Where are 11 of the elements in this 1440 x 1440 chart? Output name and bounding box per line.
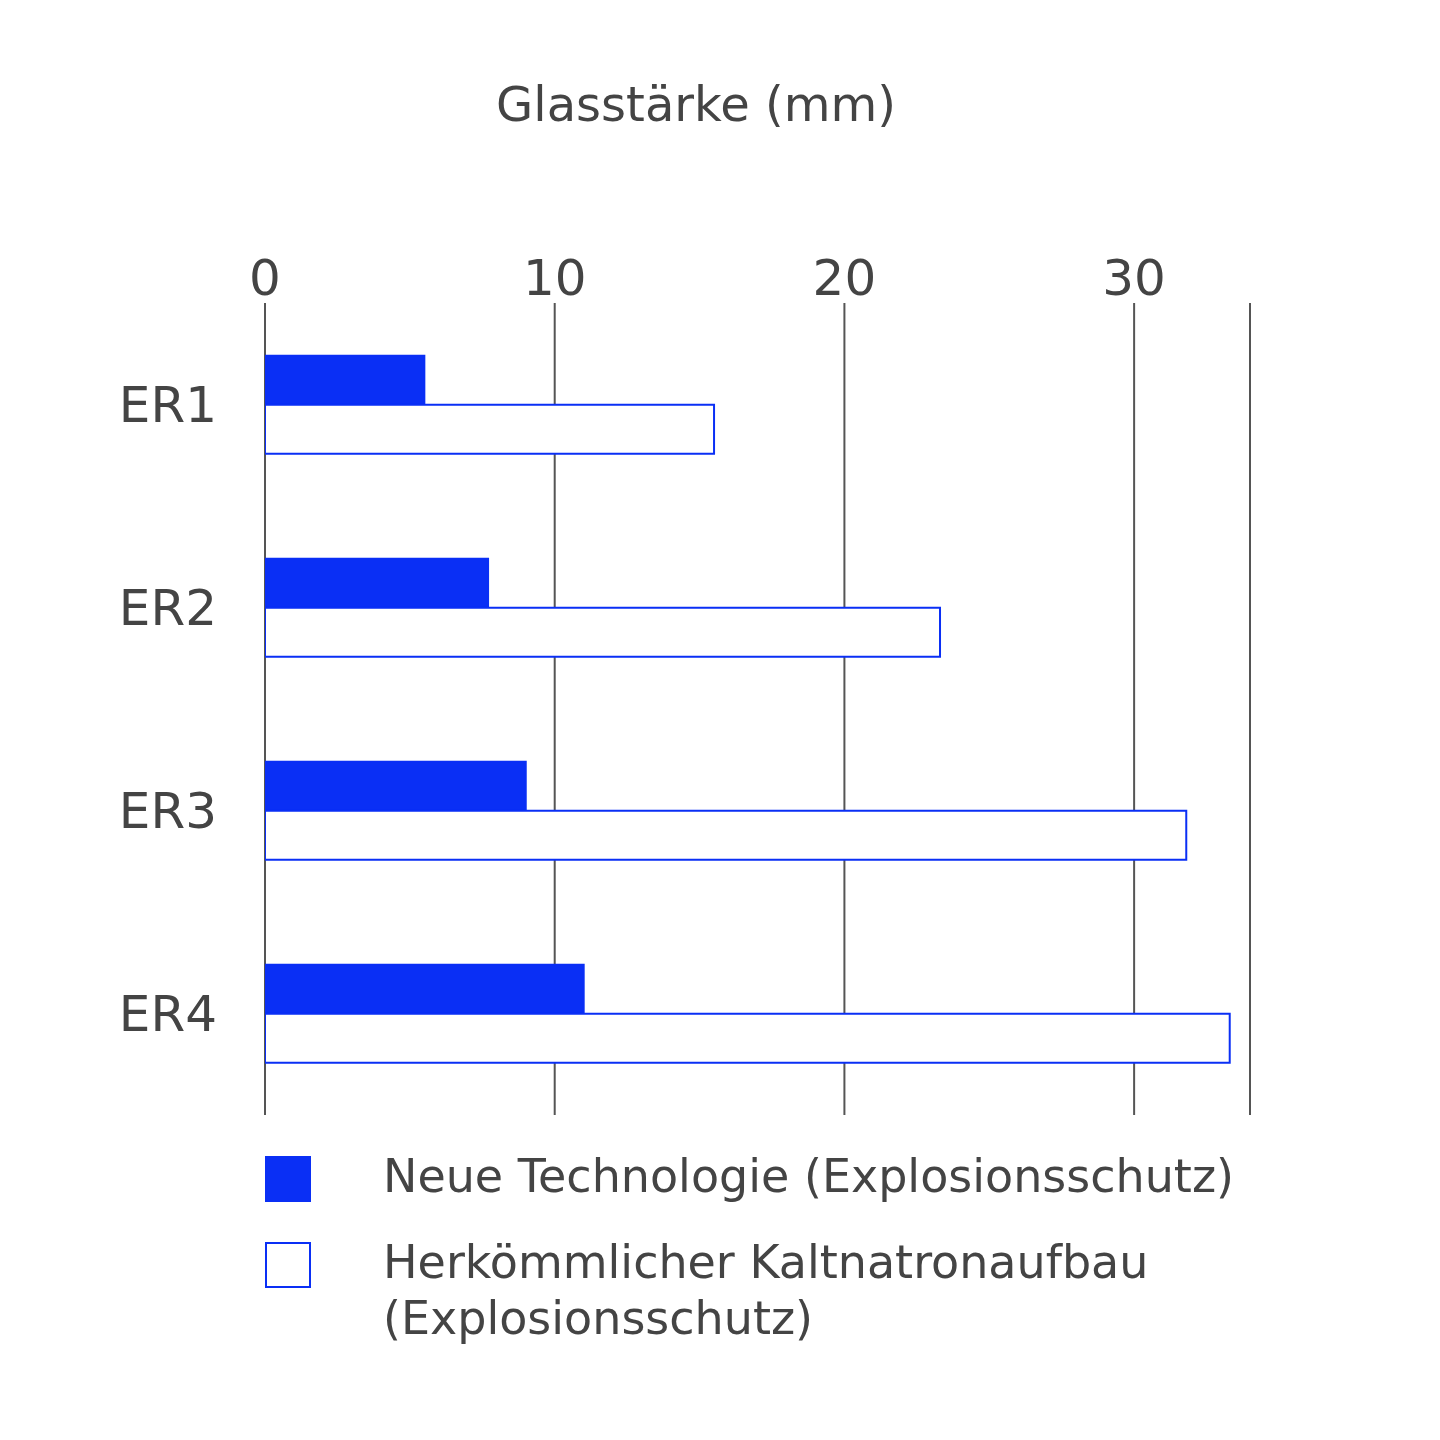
y-tick-label: ER3	[118, 782, 217, 841]
y-tick-label: ER1	[118, 376, 217, 435]
x-tick-label: 10	[522, 249, 587, 307]
legend-label: Neue Technologie (Explosionsschutz)	[383, 1148, 1235, 1204]
x-tick-label: 20	[812, 249, 877, 307]
legend-label: Herkömmlicher Kaltnatronaufbau (Explosionsschutz)	[383, 1234, 1150, 1346]
x-axis-title: Glasstärke (mm)	[495, 76, 897, 132]
x-tick-label: 0	[249, 249, 281, 307]
x-tick-label: 30	[1102, 249, 1166, 307]
y-tick-label: ER2	[118, 579, 217, 638]
y-tick-label: ER4	[118, 985, 217, 1044]
